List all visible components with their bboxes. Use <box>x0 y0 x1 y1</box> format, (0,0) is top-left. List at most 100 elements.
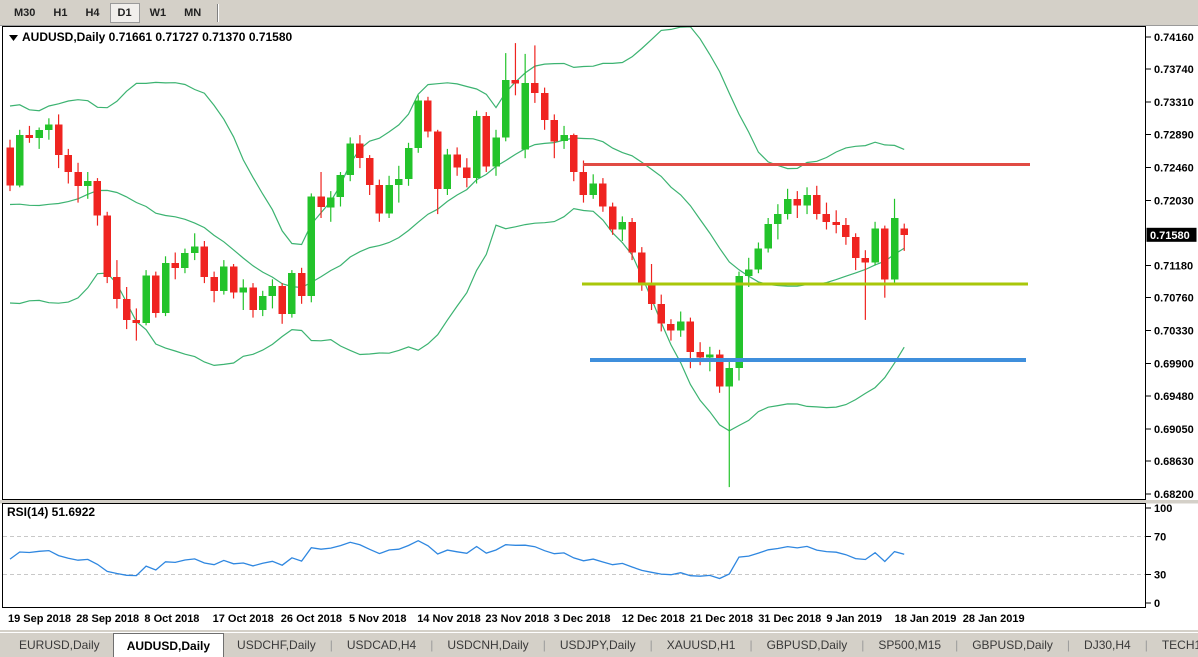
pane-separator[interactable] <box>0 500 1198 504</box>
tab-separator: | <box>749 638 753 652</box>
date-axis-label: 18 Jan 2019 <box>895 613 957 625</box>
symbol-tab-bar: EURUSD,Daily AUDUSD,Daily USDCHF,Daily | USD… <box>0 632 1198 657</box>
date-axis-label: 9 Jan 2019 <box>826 613 882 625</box>
bollinger-lower-band <box>9 207 905 432</box>
candle-body <box>754 248 763 270</box>
date-axis-label: 19 Sep 2018 <box>8 613 71 625</box>
date-axis-label: 28 Sep 2018 <box>76 613 139 625</box>
candle-body <box>676 321 685 331</box>
candle-body <box>35 129 43 139</box>
candle-body <box>317 196 325 208</box>
rsi-pane-content <box>3 536 1145 580</box>
candle-body <box>521 83 529 150</box>
candle-body <box>618 221 627 230</box>
price-axis-label: 0.70330 <box>1154 326 1194 338</box>
candle-body <box>190 246 199 254</box>
price-axis-label: 0.70760 <box>1154 293 1194 305</box>
candle-body <box>550 119 559 142</box>
date-axis-label: 14 Nov 2018 <box>417 613 481 625</box>
price-axis-label: 0.69900 <box>1154 359 1194 371</box>
candle-body <box>433 131 442 189</box>
candle-body <box>288 273 296 314</box>
candle-body <box>414 100 422 149</box>
chart-tab-xauusd-h1[interactable]: XAUUSD,H1 <box>666 638 736 652</box>
current-price-badge-label: 0.71580 <box>1150 230 1190 242</box>
main-chart-pane[interactable] <box>2 26 1146 500</box>
candle-body <box>93 181 102 216</box>
candle-body <box>774 214 782 225</box>
timeframe-button-m30[interactable]: M30 <box>6 3 43 23</box>
main-pane-content <box>6 27 1030 488</box>
chart-tab-usdjpy-daily[interactable]: USDJPY,Daily <box>559 638 636 652</box>
chart-tab-dj30-h4[interactable]: DJ30,H4 <box>1084 638 1131 652</box>
candle-body <box>608 206 617 230</box>
candle-body <box>735 276 743 369</box>
symbol-dropdown-icon[interactable] <box>9 35 18 41</box>
candle-body <box>395 178 403 185</box>
candle-body <box>45 124 53 130</box>
candle-body <box>278 286 286 314</box>
candle-body <box>599 183 607 207</box>
rsi-axis-label: 70 <box>1154 532 1166 544</box>
timeframe-button-d1[interactable]: D1 <box>109 2 140 23</box>
candle-body <box>259 296 267 310</box>
rsi-pane[interactable] <box>2 503 1146 608</box>
price-axis-label: 0.74160 <box>1154 32 1194 44</box>
candle-body <box>152 275 160 314</box>
candle-body <box>424 100 432 132</box>
candle-body <box>871 228 879 263</box>
timeframe-buttons-group: M30 H1 H4 D1 W1 MN <box>5 2 210 23</box>
price-axis-label: 0.73740 <box>1154 64 1194 76</box>
candle-body <box>84 181 92 186</box>
candle-body <box>113 277 121 300</box>
chart-tab-usdchf-daily[interactable]: USDCHF,Daily <box>237 638 316 652</box>
timeframe-toolbar: M30 H1 H4 D1 W1 MN <box>0 0 1198 26</box>
candle-body <box>161 263 170 313</box>
timeframe-button-h1[interactable]: H1 <box>45 3 75 23</box>
axis-labels: 0.74160 0.73740 0.73310 0.72890 0.72460 0.720… <box>8 32 1197 625</box>
candle-body <box>570 135 578 172</box>
candle-body <box>793 198 802 206</box>
bollinger-middle-band <box>9 137 905 289</box>
chart-tab-gbpusd-daily[interactable]: GBPUSD,Daily <box>766 638 848 652</box>
candle-body <box>229 266 238 293</box>
chart-tab-usdcnh-daily[interactable]: USDCNH,Daily <box>447 638 529 652</box>
candle-body <box>861 257 870 263</box>
candle-body <box>628 221 636 253</box>
candle-body <box>463 167 471 179</box>
candle-body <box>511 79 520 84</box>
timeframe-button-h4[interactable]: H4 <box>77 3 107 23</box>
price-axis-label: 0.68630 <box>1154 456 1194 468</box>
chart-background <box>0 26 1198 632</box>
candle-body <box>667 323 675 331</box>
candle-body <box>657 303 665 324</box>
candle-body <box>715 354 724 387</box>
chart-tab-eurusd-daily[interactable]: EURUSD,Daily <box>19 638 100 652</box>
candle-body <box>171 263 179 268</box>
timeframe-button-w1[interactable]: W1 <box>142 3 175 23</box>
chart-tab-gbpusd-daily[interactable]: GBPUSD,Daily <box>972 638 1053 652</box>
candle-body <box>890 218 899 280</box>
rsi-axis-label: 30 <box>1154 570 1166 582</box>
candle-body <box>365 158 374 185</box>
rsi-axis-label: 100 <box>1154 503 1172 515</box>
bollinger-upper-band <box>9 27 905 246</box>
chart-symbol-ohlc-title: AUDUSD,Daily 0.71661 0.71727 0.71370 0.7… <box>22 30 293 44</box>
chart-tab-sp500-m15[interactable]: SP500,M15 <box>878 638 942 652</box>
chart-tab-tech100-h1[interactable]: TECH100,H1 <box>1161 638 1198 652</box>
candle-body <box>540 93 549 120</box>
candle-body <box>686 321 695 353</box>
candle-body <box>482 116 490 167</box>
candle-body <box>725 368 733 387</box>
candle-body <box>25 135 34 139</box>
candle-body <box>375 185 384 214</box>
tab-separator: | <box>1144 638 1148 652</box>
tab-separator: | <box>861 638 865 652</box>
chart-tab-usdcad-h4[interactable]: USDCAD,H4 <box>346 638 417 652</box>
timeframe-button-mn[interactable]: MN <box>176 3 209 23</box>
candle-body <box>472 116 481 179</box>
candle-body <box>453 154 461 168</box>
chart-tab-audusd-daily-active[interactable]: AUDUSD,Daily <box>112 633 225 657</box>
chart-svg[interactable]: 0.74160 0.73740 0.73310 0.72890 0.72460 0.720… <box>0 26 1198 632</box>
